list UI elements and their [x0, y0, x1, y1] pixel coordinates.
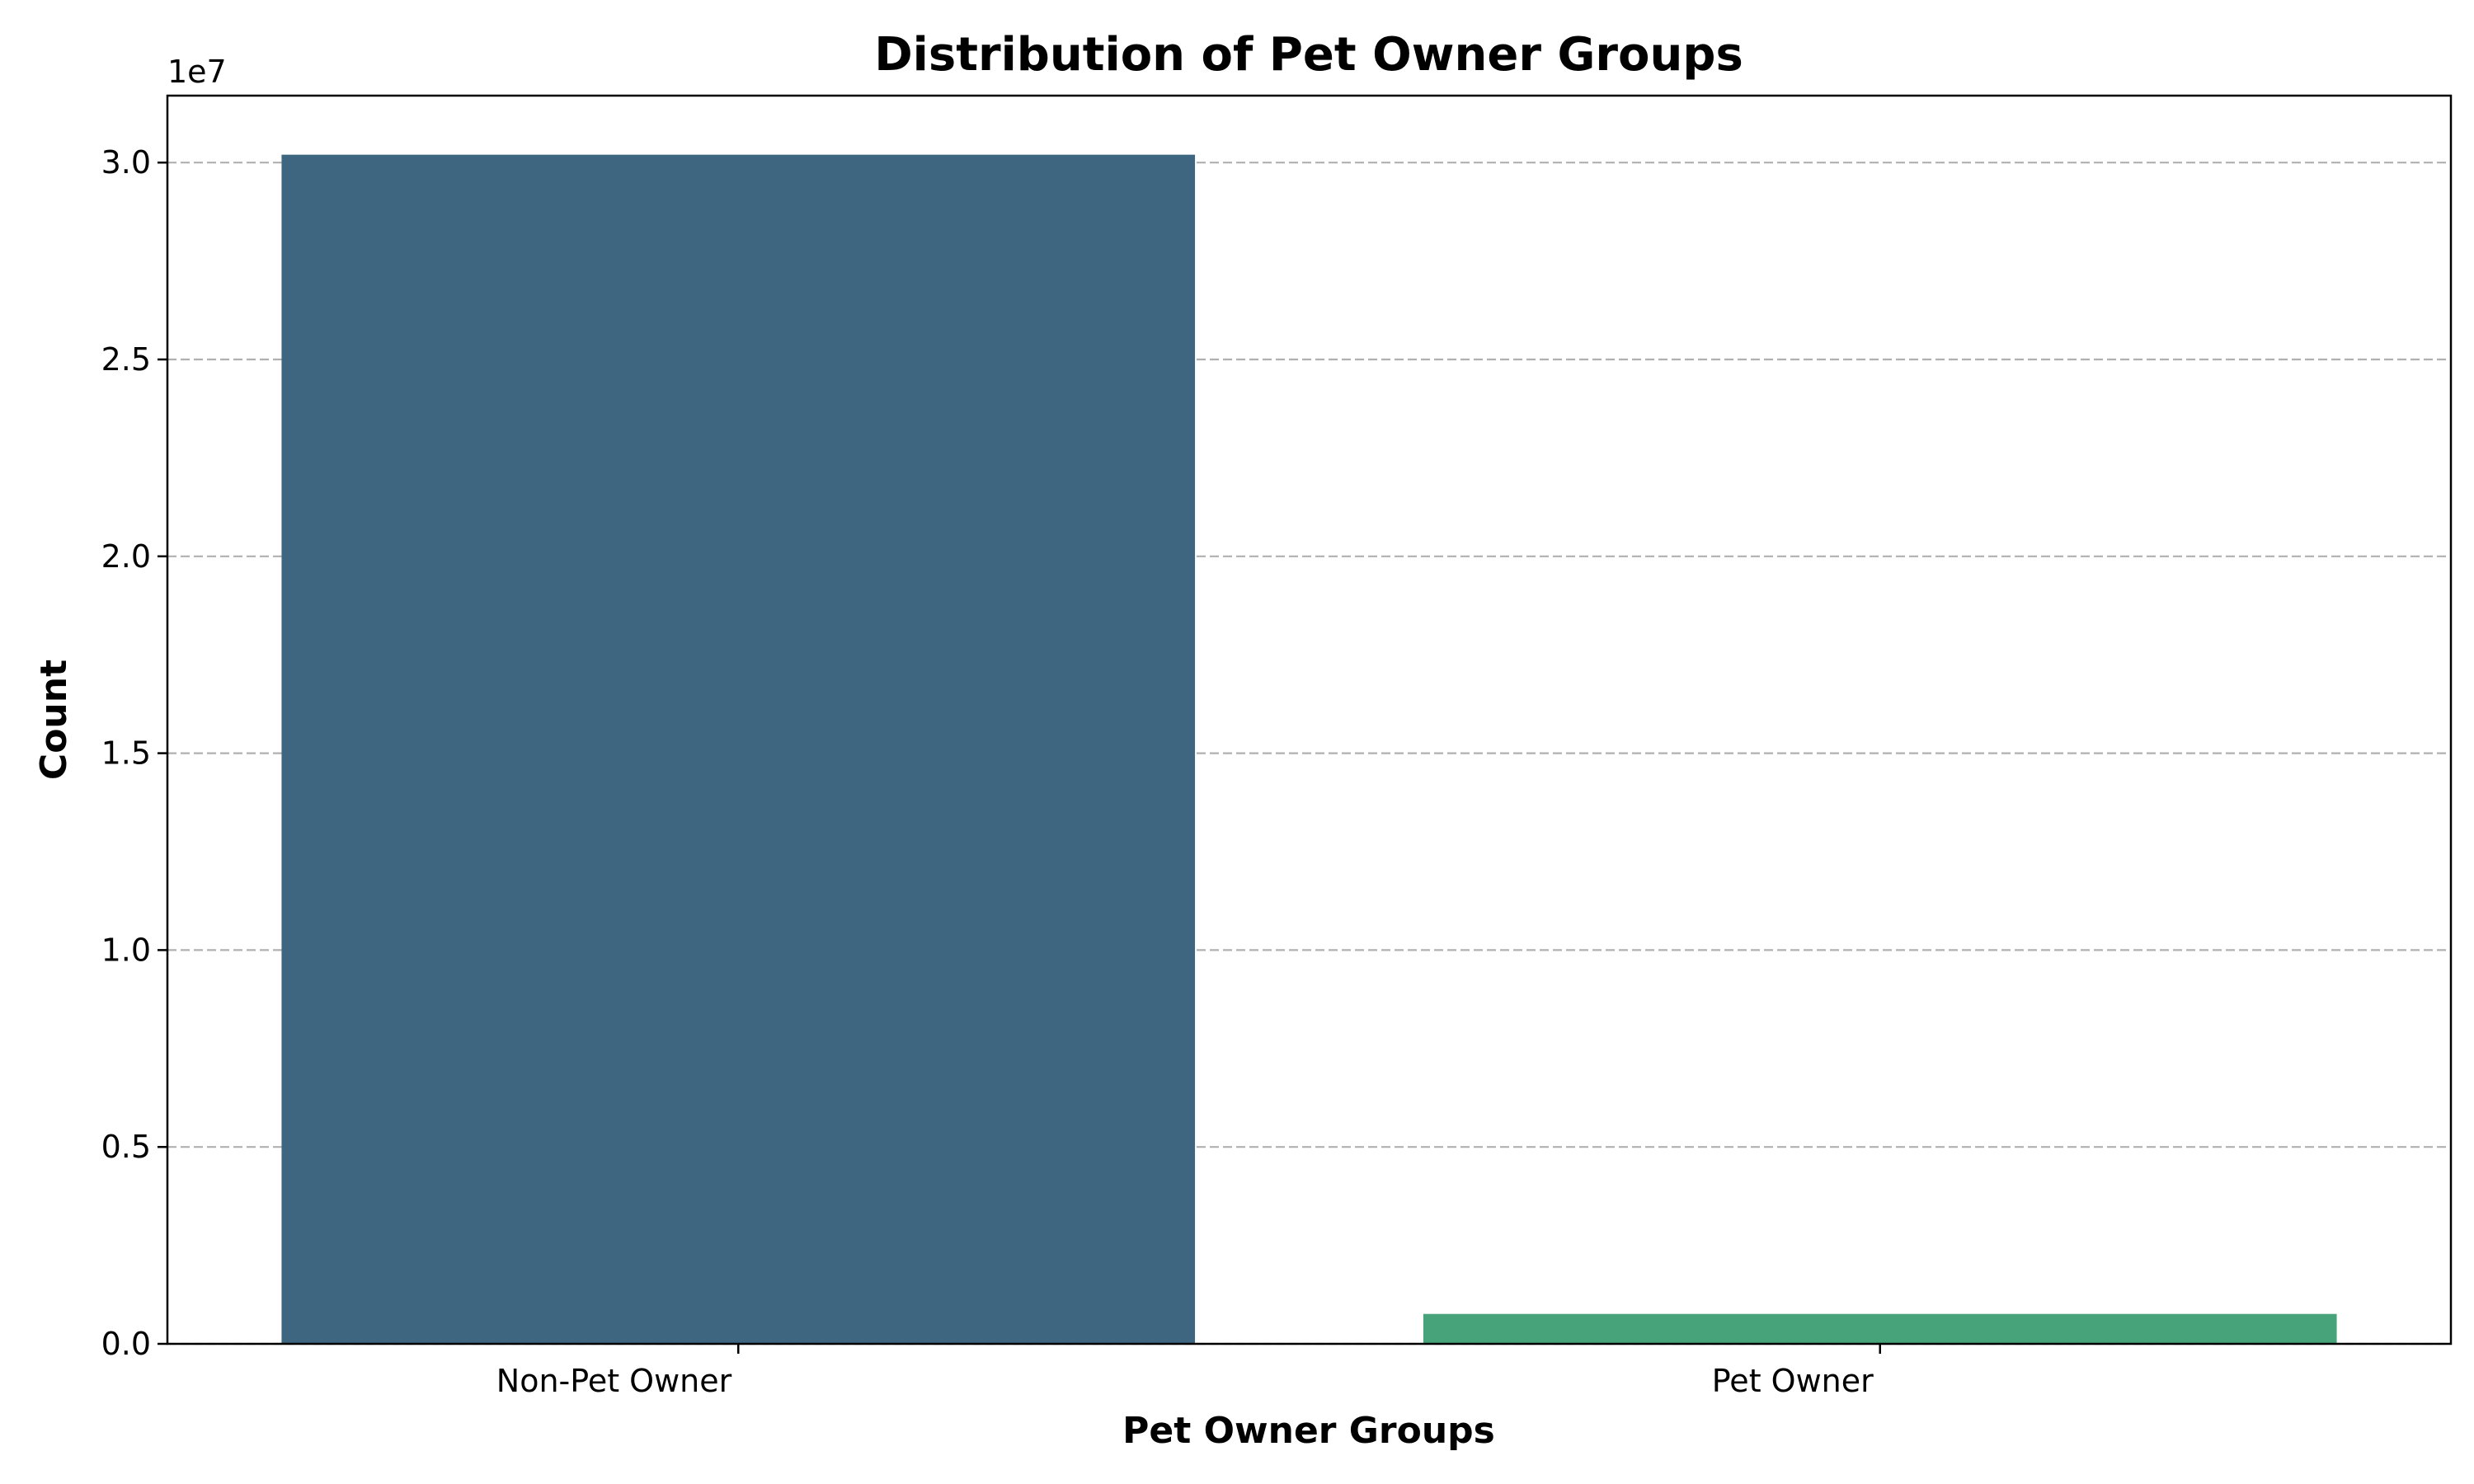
- y-axis-ticks: 0.0 0.5 1.0 1.5 2.0 2.5 3.0: [101, 144, 167, 1362]
- y-tick-label: 2.5: [101, 341, 151, 378]
- plot-frame: [166, 94, 2453, 1345]
- y-axis-offset-label: 1e7: [167, 54, 227, 90]
- y-tick-label: 2.0: [101, 538, 151, 575]
- bar: [281, 154, 1196, 1344]
- y-tick-label: 3.0: [101, 144, 151, 181]
- y-tick-label: 1.0: [101, 932, 151, 968]
- x-tick-label: Non-Pet Owner: [496, 1363, 732, 1399]
- chart-title: Distribution of Pet Owner Groups: [874, 28, 1743, 82]
- y-tick-label: 0.0: [101, 1326, 151, 1362]
- y-tick-label: 1.5: [101, 735, 151, 772]
- bars: [281, 154, 2337, 1344]
- x-tick-label: Pet Owner: [1712, 1363, 1874, 1399]
- x-axis-ticks: Non-Pet Owner Pet Owner: [496, 1344, 1881, 1399]
- x-axis-label: Pet Owner Groups: [1122, 1410, 1495, 1452]
- bar: [1423, 1313, 2337, 1344]
- y-tick-label: 0.5: [101, 1129, 151, 1165]
- y-axis-label: Count: [33, 660, 75, 780]
